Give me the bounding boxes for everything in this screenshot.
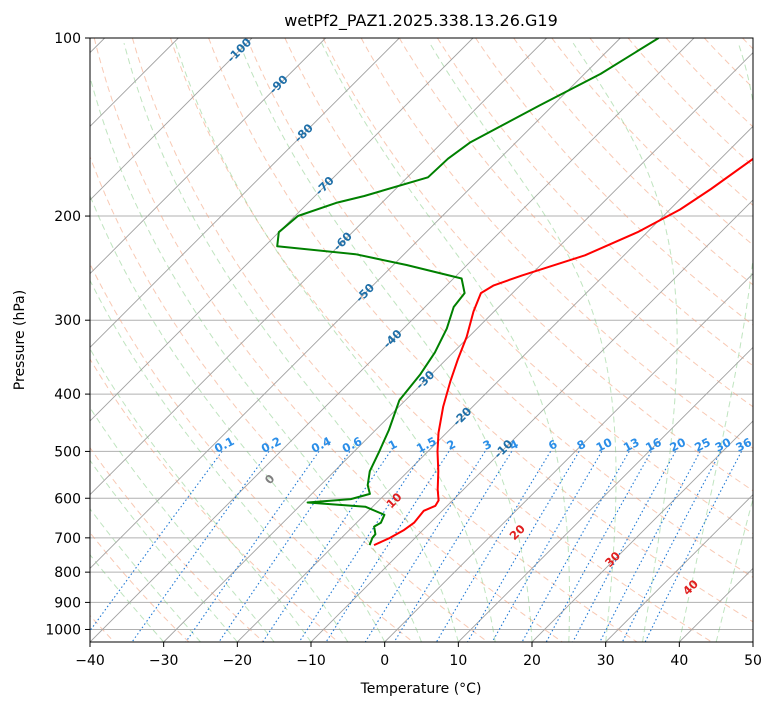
mixing-ratio-label: 36 [733, 435, 754, 455]
mixing-ratio-line [185, 451, 320, 642]
isotherm-line [458, 346, 753, 642]
plot-area: 0.1 0.2 0.4 0.6 1 1.5 2 3 4 6 8 10 13 16 20 25 30 36-100-… [90, 38, 754, 642]
y-axis-ticks: 100 200 300 400 500 600 700 800 900 1000 [45, 31, 90, 638]
moist-adiabat-line [90, 459, 238, 642]
x-tick-label: 20 [523, 653, 541, 669]
isotherm-line [90, 38, 400, 348]
mixing-ratio-line [218, 451, 351, 642]
dry-adiabats [90, 38, 753, 642]
moist-adiabat-line [239, 42, 533, 642]
x-tick-label: 0 [380, 653, 389, 669]
plot-frame [89, 37, 754, 643]
mixing-ratio-line [491, 451, 603, 642]
dry-adiabat-line [90, 446, 264, 642]
moist-adiabat-line [90, 553, 165, 642]
dry-adiabat-line [398, 38, 753, 408]
moist-adiabat-line [321, 42, 570, 642]
moist-adiabat-line [429, 42, 617, 642]
isotherm-line [310, 199, 753, 642]
dry-adiabat-line [284, 38, 753, 535]
x-axis-label: Temperature (°C) [360, 681, 482, 697]
dry-adiabat-line [131, 38, 638, 642]
chart-title: wetPf2_PAZ1.2025.338.13.26.G19 [284, 11, 558, 31]
y-tick-label: 300 [54, 313, 81, 329]
x-tick-label: 10 [449, 653, 467, 669]
mixing-ratio-line [90, 451, 223, 632]
mixing-ratio-lines [90, 451, 742, 642]
mixing-ratio-line [393, 451, 513, 642]
y-tick-label: 100 [54, 31, 81, 47]
isotherm-line [384, 273, 753, 642]
x-tick-label: −20 [223, 653, 253, 669]
mixing-ratio-line [364, 451, 486, 642]
mixing-ratio-label: 25 [692, 435, 713, 455]
dry-adiabat-line [246, 38, 753, 578]
mixing-ratio-label: 13 [621, 435, 642, 455]
dry-adiabat-line [589, 38, 753, 206]
y-tick-label: 400 [54, 387, 81, 403]
isotherm-line [90, 38, 326, 275]
mixing-ratio-line [131, 451, 270, 642]
dry-adiabat-line [208, 38, 753, 623]
mixing-ratio-label: 10 [594, 435, 615, 455]
profile-series [276, 38, 753, 547]
mixing-ratio-line [545, 451, 652, 642]
mixing-ratio-line [599, 451, 701, 642]
isotherm-line [90, 38, 547, 496]
profile-line [276, 38, 660, 546]
x-tick-label: 50 [744, 653, 762, 669]
moist-adiabat-line [715, 497, 753, 642]
mixing-ratio-line [644, 451, 742, 642]
mixing-ratio-label: 16 [643, 435, 664, 455]
moist-adiabat-line [90, 279, 349, 642]
dry-adiabat-line [170, 38, 712, 642]
isotherm-line [90, 38, 695, 642]
moist-adiabat-line [678, 42, 753, 642]
y-tick-label: 900 [54, 595, 81, 611]
y-tick-label: 800 [54, 565, 81, 581]
x-axis-ticks: −40 −30 −20 −10 0 10 20 30 40 50 [75, 642, 762, 669]
moist-adiabat-line [90, 75, 422, 642]
isotherm-line [237, 125, 753, 642]
isotherm-line [90, 38, 253, 201]
isotherm-line [90, 38, 474, 422]
isotherm-line [531, 420, 753, 642]
y-tick-label: 200 [54, 209, 81, 225]
dry-adiabat-line [90, 531, 190, 642]
y-tick-label: 700 [54, 531, 81, 547]
isotherm-line [605, 494, 753, 642]
dry-adiabat-line [436, 38, 753, 367]
moist-adiabat-line [90, 508, 201, 642]
x-tick-label: −10 [296, 653, 326, 669]
dry-adiabat-line [90, 358, 339, 642]
y-tick-label: 500 [54, 444, 81, 460]
dry-adiabat-line [93, 38, 563, 642]
mixing-ratio-line [621, 451, 722, 642]
dry-adiabat-line [551, 38, 753, 246]
dry-adiabat-line [90, 262, 414, 642]
moist-adiabat-line [572, 42, 678, 642]
y-tick-label: 1000 [45, 622, 81, 638]
moist-adiabat-line [90, 406, 275, 642]
mixing-ratio-label: 20 [667, 435, 688, 455]
y-axis-label: Pressure (hPa) [12, 290, 28, 390]
x-tick-label: −30 [149, 653, 179, 669]
profile-line [373, 157, 753, 547]
x-tick-label: −40 [75, 653, 105, 669]
moist-adiabat-line [174, 42, 496, 642]
isotherm-line [90, 38, 621, 569]
dry-adiabat-line [90, 155, 488, 642]
mixing-ratio-label: 30 [713, 435, 734, 455]
x-tick-label: 30 [597, 653, 615, 669]
y-tick-label: 600 [54, 491, 81, 507]
mixing-ratio-line [262, 451, 391, 642]
moist-adiabat-line [123, 42, 459, 642]
x-tick-label: 40 [670, 653, 688, 669]
mixing-ratio-line [572, 451, 676, 642]
